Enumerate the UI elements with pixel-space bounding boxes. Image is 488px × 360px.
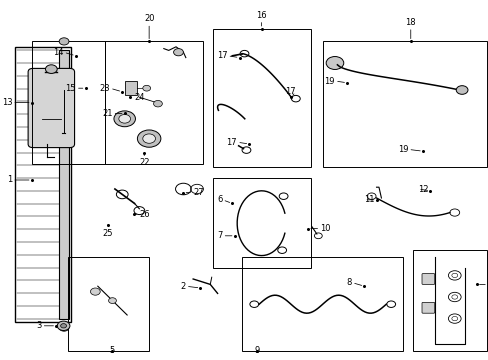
Text: 9: 9 (254, 346, 259, 355)
Bar (124, 81, 137, 95)
Text: 23: 23 (99, 84, 110, 93)
Text: 14: 14 (53, 48, 63, 57)
Text: 20: 20 (143, 14, 154, 23)
Bar (322, 41, 486, 167)
Text: 19: 19 (397, 145, 407, 154)
Circle shape (137, 130, 161, 147)
Bar (412, 250, 486, 351)
Bar (32, 41, 105, 164)
Bar (15, 47, 71, 322)
Circle shape (455, 86, 467, 94)
Text: 2: 2 (180, 282, 185, 291)
Circle shape (57, 321, 70, 330)
Text: 11: 11 (364, 195, 374, 204)
Text: 21: 21 (102, 109, 112, 118)
Circle shape (142, 134, 155, 143)
Text: 7: 7 (217, 231, 222, 240)
Text: 8: 8 (346, 278, 351, 287)
Circle shape (142, 85, 150, 91)
Text: 17: 17 (226, 138, 237, 147)
Text: 26: 26 (139, 210, 150, 219)
Circle shape (153, 100, 162, 107)
Text: 3: 3 (36, 321, 41, 330)
Text: 16: 16 (256, 11, 266, 20)
Circle shape (108, 298, 116, 303)
Text: 17: 17 (285, 87, 295, 96)
Text: 5: 5 (110, 346, 115, 355)
Text: 10: 10 (320, 224, 330, 233)
Circle shape (45, 65, 57, 73)
Text: 22: 22 (139, 158, 149, 167)
Circle shape (90, 288, 100, 295)
Bar (212, 29, 310, 167)
Circle shape (173, 49, 183, 56)
Bar (105, 41, 203, 164)
Text: 17: 17 (216, 51, 227, 60)
Text: 25: 25 (102, 229, 113, 238)
Bar (242, 257, 403, 351)
FancyBboxPatch shape (421, 302, 434, 313)
Circle shape (59, 324, 69, 331)
Text: 13: 13 (1, 98, 12, 107)
Text: 27: 27 (193, 188, 203, 197)
Bar (212, 178, 310, 268)
Circle shape (114, 111, 135, 127)
Circle shape (119, 114, 130, 123)
FancyBboxPatch shape (421, 274, 434, 284)
Text: 4: 4 (487, 280, 488, 289)
Circle shape (325, 57, 343, 69)
Text: 6: 6 (217, 195, 222, 204)
Circle shape (59, 38, 69, 45)
Circle shape (61, 324, 66, 328)
Bar (68, 257, 149, 351)
FancyBboxPatch shape (28, 68, 74, 148)
Bar (59, 50, 69, 319)
Text: 15: 15 (65, 84, 76, 93)
Text: 12: 12 (417, 184, 427, 194)
Text: 24: 24 (134, 93, 144, 102)
Text: 19: 19 (324, 77, 334, 85)
Text: 18: 18 (405, 18, 415, 27)
Text: 1: 1 (7, 175, 12, 184)
